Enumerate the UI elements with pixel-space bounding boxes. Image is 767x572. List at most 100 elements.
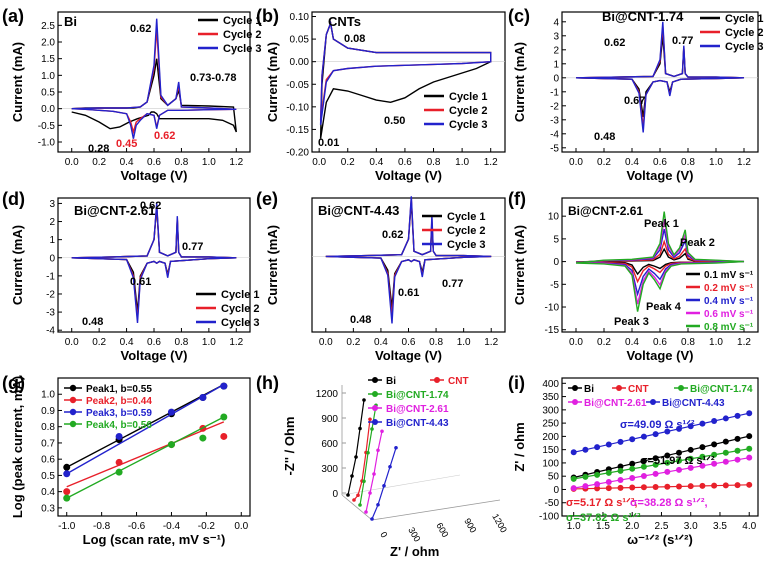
data-point	[711, 451, 718, 458]
x-tick-label: 0.6	[402, 337, 416, 348]
y-tick-label: 0	[49, 253, 55, 264]
legend-label: Bi@CNT-4.43	[662, 398, 725, 409]
x-tick-label: 1.0	[709, 337, 723, 348]
x-tick-label: 0.8	[174, 337, 188, 348]
x-tick-label: 1.0	[709, 157, 723, 168]
y-tick-label: -0.15	[286, 125, 309, 136]
panel-label: (f)	[508, 189, 526, 209]
y-tick-label: 0.5	[41, 471, 55, 482]
data-point	[605, 485, 612, 492]
data-point	[605, 441, 612, 448]
annotation: 0.45	[116, 138, 137, 150]
y-tick-label: 3	[49, 199, 55, 210]
x-tick-label: 0.4	[374, 337, 388, 348]
y-axis-label: Current (mA)	[512, 225, 527, 305]
x-tick-label: 0.4	[120, 157, 134, 168]
data-point	[687, 483, 694, 490]
x-tick-label: 300	[406, 526, 422, 544]
x-axis-label: Log (scan rate, mV s⁻¹)	[83, 532, 226, 547]
y-tick-label: 2	[553, 45, 559, 56]
x-tick-label: -0.4	[163, 521, 181, 532]
y-tick-label: 300	[321, 464, 338, 475]
legend-marker	[572, 399, 578, 405]
y-tick-label: 600	[321, 439, 338, 450]
x-tick-label: 0.2	[597, 337, 611, 348]
y-axis-label: Current (mA)	[265, 225, 280, 305]
data-point	[711, 418, 718, 425]
legend-label: Cycle 2	[447, 225, 486, 237]
legend-label: Cycle 1	[223, 15, 262, 27]
legend-marker	[69, 396, 77, 404]
x-tick-label: 0.0	[319, 337, 333, 348]
series-line	[575, 211, 745, 312]
panel-title: Bi@CNT-2.61	[74, 203, 155, 218]
series-line	[575, 21, 745, 133]
y-tick-label: -5	[550, 280, 559, 291]
legend-label: CNT	[628, 384, 649, 395]
y-tick-label: 0.4	[41, 487, 55, 498]
y-tick-label: 1	[49, 235, 55, 246]
data-point	[711, 482, 718, 489]
data-point	[746, 433, 753, 440]
legend-label: Cycle 2	[223, 29, 262, 41]
x-axis-label: Voltage (V)	[375, 348, 442, 363]
y-tick-label: -15	[545, 325, 560, 336]
series-line	[365, 431, 383, 513]
data-point	[394, 445, 398, 450]
data-point	[640, 484, 647, 491]
data-point	[699, 420, 706, 427]
legend-marker	[372, 405, 378, 411]
annotation: 0.62	[140, 200, 161, 212]
data-point	[676, 425, 683, 432]
data-point	[594, 481, 601, 488]
x-tick-label: 0.8	[429, 337, 443, 348]
panel-label: (c)	[508, 6, 530, 26]
data-point	[664, 452, 671, 459]
y-axis-label: Log (peak current, mA)	[10, 376, 25, 518]
annotation: σ=38.28 Ω s¹ᐟ²,	[630, 497, 708, 509]
data-point	[687, 464, 694, 471]
y-tick-label: -3	[46, 308, 55, 319]
series-line	[575, 35, 745, 118]
x-tick-label: 2.0	[625, 521, 639, 532]
fit-line	[573, 484, 750, 490]
x-tick-label: 1200	[490, 512, 509, 534]
y-tick-label: 100	[542, 458, 559, 469]
annotation: 0.77	[182, 241, 203, 253]
legend-label: Peak1, b=0.55	[86, 384, 152, 395]
data-point	[722, 449, 729, 456]
data-point	[652, 470, 659, 477]
data-point	[115, 458, 123, 466]
y-axis-label: Current (mA)	[512, 42, 527, 122]
data-point	[617, 463, 624, 470]
data-point	[652, 455, 659, 462]
y-tick-label: 0	[553, 73, 559, 84]
panel-label: (i)	[508, 373, 525, 393]
x-tick-label: 0.0	[234, 521, 248, 532]
x-tick-label: 0	[378, 530, 389, 539]
x-axis-label: Voltage (V)	[121, 348, 188, 363]
y-tick-label: 150	[542, 445, 559, 456]
data-point	[605, 479, 612, 486]
x-tick-label: 1.0	[455, 157, 469, 168]
data-point	[734, 435, 741, 442]
data-point	[687, 446, 694, 453]
data-point	[687, 423, 694, 430]
data-point	[699, 482, 706, 489]
x-tick-label: -0.8	[93, 521, 111, 532]
y-tick-label: 0	[553, 257, 559, 268]
x-tick-label: 1.0	[567, 521, 581, 532]
data-point	[629, 436, 636, 443]
data-point	[199, 434, 207, 442]
x-tick-label: 1.2	[484, 157, 498, 168]
y-tick-label: 1	[553, 59, 559, 70]
series-line	[71, 207, 237, 313]
grid-back	[341, 474, 461, 496]
annotation: 0.73-0.78	[190, 72, 236, 84]
legend-marker	[372, 377, 378, 383]
data-point	[582, 473, 589, 480]
y-tick-label: 0	[332, 489, 338, 500]
axis-x	[371, 499, 501, 521]
y-tick-label: 5	[553, 234, 559, 245]
legend-marker	[616, 385, 622, 391]
